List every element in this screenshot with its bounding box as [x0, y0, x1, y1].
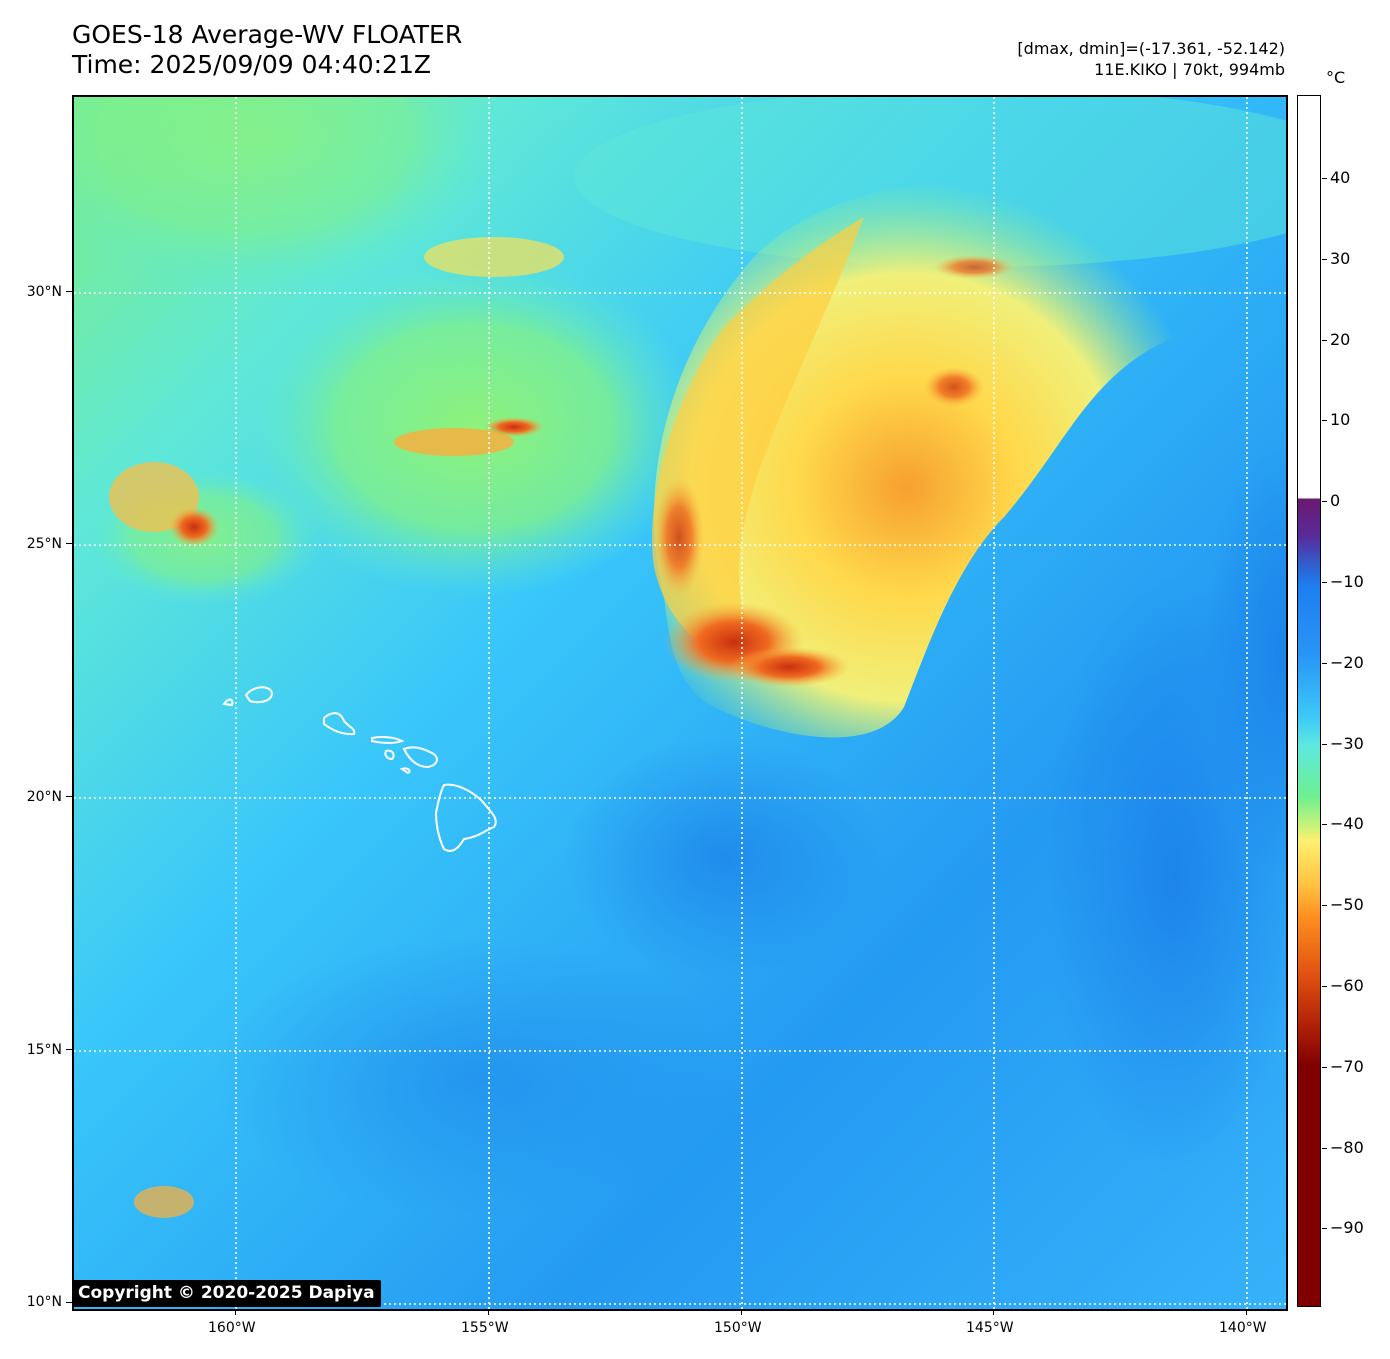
colorbar-tick	[1322, 259, 1327, 260]
colorbar-tick-label: −20	[1330, 653, 1364, 672]
colorbar-tick	[1322, 1067, 1327, 1068]
colorbar-tick-label: −70	[1330, 1057, 1364, 1076]
lat-label-25n: 25°N	[26, 536, 62, 552]
colorbar-tick	[1322, 420, 1327, 421]
colorbar-tick	[1322, 824, 1327, 825]
colorbar-tick	[1322, 501, 1327, 502]
colorbar-tick	[1322, 986, 1327, 987]
lon-label-160w: 160°W	[208, 1320, 256, 1336]
title-product: GOES-18 Average-WV FLOATER	[72, 20, 463, 49]
lon-label-155w: 155°W	[461, 1320, 509, 1336]
water-vapor-image	[74, 97, 1286, 1309]
data-range-label: [dmax, dmin]=(-17.361, -52.142)	[1017, 39, 1285, 58]
colorbar-tick-label: 30	[1330, 249, 1351, 268]
lat-label-20n: 20°N	[26, 789, 62, 805]
satellite-map	[72, 95, 1288, 1311]
lat-tick	[66, 543, 72, 544]
lat-label-10n: 10°N	[26, 1294, 62, 1310]
colorbar-tick-label: 0	[1330, 491, 1341, 510]
copyright-label: Copyright © 2020-2025 Dapiya	[72, 1280, 381, 1307]
colorbar-tick-label: 40	[1330, 168, 1351, 187]
lat-label-30n: 30°N	[26, 284, 62, 300]
colorbar-tick	[1322, 663, 1327, 664]
colorbar-tick	[1322, 178, 1327, 179]
colorbar-tick-label: −40	[1330, 814, 1364, 833]
lat-label-15n: 15°N	[26, 1042, 62, 1058]
storm-label: 11E.KIKO | 70kt, 994mb	[1094, 60, 1285, 79]
colorbar-tick	[1322, 744, 1327, 745]
lon-tick	[741, 1309, 742, 1315]
lon-label-140w: 140°W	[1219, 1320, 1267, 1336]
colorbar-tick-label: 20	[1330, 330, 1351, 349]
lon-tick	[235, 1309, 236, 1315]
chart-title: GOES-18 Average-WV FLOATER Time: 2025/09…	[72, 20, 462, 80]
colorbar-tick	[1322, 905, 1327, 906]
lon-tick	[488, 1309, 489, 1315]
colorbar-tick-label: −50	[1330, 895, 1364, 914]
lon-label-150w: 150°W	[714, 1320, 762, 1336]
colorbar-tick-label: −90	[1330, 1218, 1364, 1237]
colorbar-tick-label: −80	[1330, 1138, 1364, 1157]
lon-tick	[993, 1309, 994, 1315]
lon-tick	[1246, 1309, 1247, 1315]
colorbar	[1297, 95, 1321, 1307]
colorbar-tick	[1322, 340, 1327, 341]
colorbar-tick	[1322, 1148, 1327, 1149]
colorbar-unit: °C	[1326, 68, 1346, 87]
colorbar-tick-label: −60	[1330, 976, 1364, 995]
colorbar-tick-label: −10	[1330, 572, 1364, 591]
lat-tick	[66, 291, 72, 292]
colorbar-tick-label: −30	[1330, 734, 1364, 753]
lat-tick	[66, 1049, 72, 1050]
title-time: Time: 2025/09/09 04:40:21Z	[72, 50, 431, 79]
storm-info: [dmax, dmin]=(-17.361, -52.142) 11E.KIKO…	[1017, 38, 1285, 80]
colorbar-tick	[1322, 1228, 1327, 1229]
lat-tick	[66, 1302, 72, 1303]
colorbar-tick	[1322, 582, 1327, 583]
lat-tick	[66, 796, 72, 797]
lon-label-145w: 145°W	[966, 1320, 1014, 1336]
colorbar-tick-label: 10	[1330, 410, 1351, 429]
coastline-hawaii	[222, 686, 497, 852]
